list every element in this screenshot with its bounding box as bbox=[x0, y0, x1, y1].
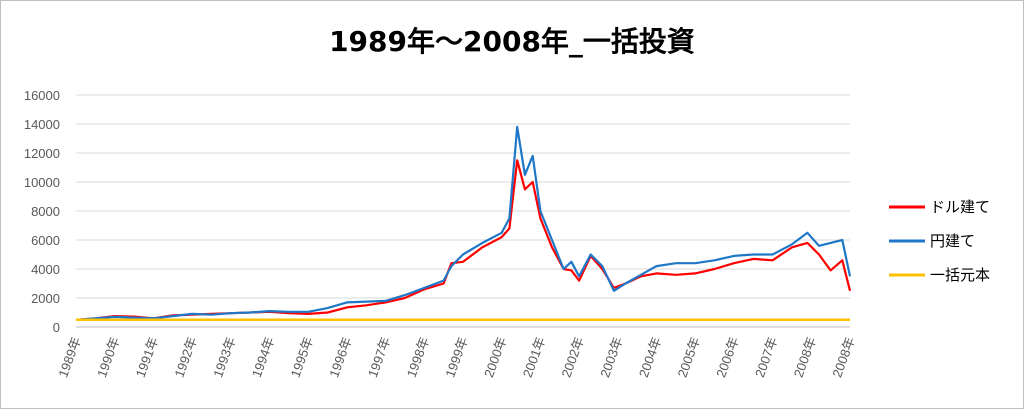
y-tick-label: 10000 bbox=[24, 175, 60, 190]
x-tick-label: 1989年 bbox=[55, 335, 83, 380]
x-tick-label: 2004年 bbox=[636, 335, 664, 380]
x-tick-label: 1991年 bbox=[133, 335, 161, 380]
y-tick-label: 4000 bbox=[31, 262, 60, 277]
chart-title: 1989年～2008年_一括投資 bbox=[329, 25, 695, 58]
y-tick-label: 6000 bbox=[31, 233, 60, 248]
x-axis-ticks: 1989年 1990年 1991年 1992年 1993年 1994年 1995年 1996年… bbox=[55, 335, 857, 380]
x-tick-label: 1992年 bbox=[171, 335, 199, 380]
x-tick-label: 1997年 bbox=[365, 335, 393, 380]
y-tick-label: 16000 bbox=[24, 88, 60, 103]
x-tick-label: 1993年 bbox=[210, 335, 238, 380]
y-tick-label: 0 bbox=[53, 320, 60, 335]
legend-label: 円建て bbox=[930, 232, 975, 250]
x-tick-label: 1999年 bbox=[442, 335, 470, 380]
y-axis-ticks: 0 2000 4000 6000 8000 10000 12000 14000 16000 bbox=[24, 88, 60, 335]
x-tick-label: 2005年 bbox=[675, 335, 703, 380]
x-tick-label: 2003年 bbox=[597, 335, 625, 380]
y-tick-label: 2000 bbox=[31, 291, 60, 306]
x-tick-label: 1998年 bbox=[404, 335, 432, 380]
y-tick-label: 12000 bbox=[24, 146, 60, 161]
x-tick-label: 1995年 bbox=[288, 335, 316, 380]
gridlines bbox=[76, 94, 850, 328]
x-tick-label: 2008年 bbox=[829, 335, 857, 380]
x-tick-label: 1996年 bbox=[326, 335, 354, 380]
x-tick-label: 1994年 bbox=[249, 335, 277, 380]
y-tick-label: 8000 bbox=[31, 204, 60, 219]
x-tick-label: 2006年 bbox=[713, 335, 741, 380]
legend-label: 一括元本 bbox=[930, 266, 990, 284]
x-tick-label: 2001年 bbox=[520, 335, 548, 380]
x-tick-label: 2002年 bbox=[558, 335, 586, 380]
x-tick-label: 2000年 bbox=[481, 335, 509, 380]
series-line bbox=[75, 125, 852, 321]
x-tick-label: 1990年 bbox=[94, 335, 122, 380]
series-lines bbox=[75, 125, 852, 322]
x-tick-label: 2007年 bbox=[752, 335, 780, 380]
legend-label: ドル建て bbox=[930, 198, 990, 216]
x-tick-label: 2008年 bbox=[791, 335, 819, 380]
y-tick-label: 14000 bbox=[24, 117, 60, 132]
